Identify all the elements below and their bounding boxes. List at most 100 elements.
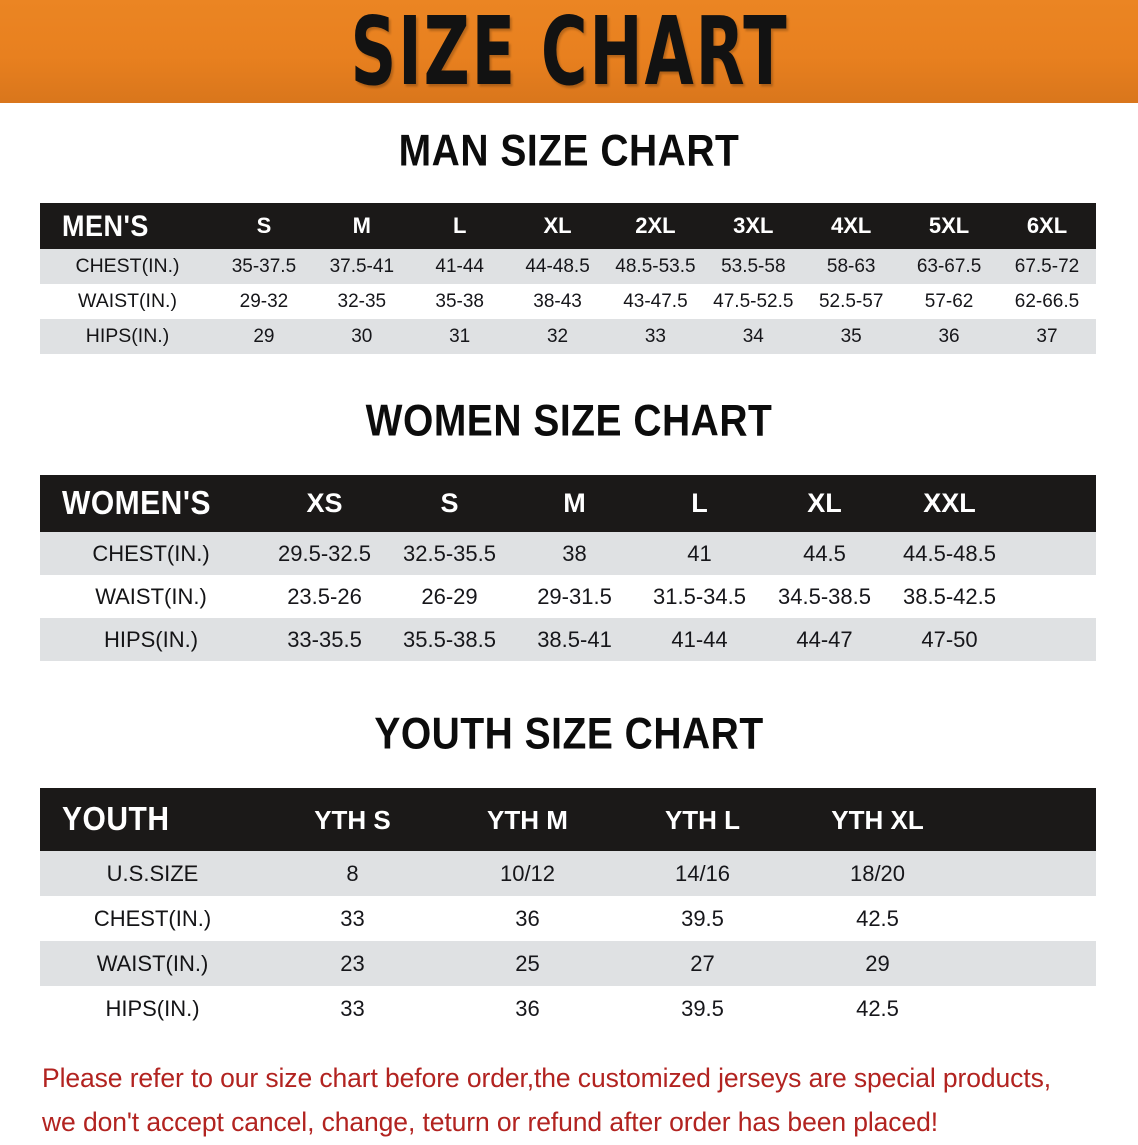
women-cell: 44.5-48.5	[887, 532, 1012, 575]
men-cell: 36	[900, 319, 998, 354]
women-cell: 47-50	[887, 618, 1012, 661]
youth-cell: 23	[265, 941, 440, 986]
youth-cell-spacer	[965, 941, 1096, 986]
men-cell: 35	[802, 319, 901, 354]
women-cell: 32.5-35.5	[387, 532, 512, 575]
youth-cell: 10/12	[440, 851, 615, 896]
youth-cell: 42.5	[790, 986, 965, 1031]
women-cell: 38	[512, 532, 637, 575]
youth-col-header: YTH S	[314, 804, 391, 835]
men-cell: 48.5-53.5	[606, 249, 705, 284]
men-cell: 43-47.5	[606, 284, 705, 319]
table-row: U.S.SIZE 8 10/12 14/16 18/20	[40, 851, 1096, 896]
man-size-chart-title: MAN SIZE CHART	[398, 126, 740, 176]
men-col-header: 2XL	[635, 213, 676, 238]
women-cell-spacer	[1012, 532, 1096, 575]
table-row: WAIST(IN.) 29-32 32-35 35-38 38-43 43-47…	[40, 284, 1096, 319]
men-cell: 63-67.5	[900, 249, 998, 284]
youth-cell: 42.5	[790, 896, 965, 941]
youth-cell: 36	[440, 896, 615, 941]
youth-cell: 36	[440, 986, 615, 1031]
women-corner-label: WOMEN'S	[62, 484, 211, 522]
women-cell: 38.5-42.5	[887, 575, 1012, 618]
youth-cell: 14/16	[615, 851, 790, 896]
youth-cell: 39.5	[615, 986, 790, 1031]
table-row: CHEST(IN.) 33 36 39.5 42.5	[40, 896, 1096, 941]
women-cell: 31.5-34.5	[637, 575, 762, 618]
men-row-label: WAIST(IN.)	[40, 284, 215, 319]
man-size-table: MEN'S S M L XL 2XL 3XL 4XL 5XL 6XL CHEST…	[40, 203, 1096, 354]
women-header-spacer	[1012, 475, 1096, 532]
men-cell: 41-44	[410, 249, 509, 284]
table-row: HIPS(IN.) 29 30 31 32 33 34 35 36 37	[40, 319, 1096, 354]
youth-col-header: YTH L	[664, 804, 741, 835]
table-row: HIPS(IN.) 33-35.5 35.5-38.5 38.5-41 41-4…	[40, 618, 1096, 661]
men-cell: 35-37.5	[215, 249, 313, 284]
women-cell: 26-29	[387, 575, 512, 618]
youth-cell: 25	[440, 941, 615, 986]
men-cell: 30	[312, 319, 411, 354]
youth-header-spacer	[965, 788, 1096, 851]
youth-corner-label: YOUTH	[62, 800, 170, 838]
youth-row-label: U.S.SIZE	[40, 851, 265, 896]
men-col-header: 4XL	[831, 213, 872, 238]
men-cell: 38-43	[508, 284, 607, 319]
youth-cell-spacer	[965, 851, 1096, 896]
men-row-label: HIPS(IN.)	[40, 319, 215, 354]
women-row-label: CHEST(IN.)	[40, 532, 262, 575]
youth-row-label: WAIST(IN.)	[40, 941, 265, 986]
disclaimer-line-2: we don't accept cancel, change, teturn o…	[42, 1106, 938, 1137]
women-col-header: XS	[306, 488, 343, 518]
women-col-header: S	[440, 488, 459, 518]
youth-cell: 18/20	[790, 851, 965, 896]
youth-cell: 33	[265, 896, 440, 941]
women-cell: 29-31.5	[512, 575, 637, 618]
men-cell: 31	[410, 319, 509, 354]
youth-size-table: YOUTH YTH S YTH M YTH L YTH XL U.S.SIZE …	[40, 788, 1096, 1031]
women-row-label: HIPS(IN.)	[40, 618, 262, 661]
youth-cell: 27	[615, 941, 790, 986]
table-row: CHEST(IN.) 29.5-32.5 32.5-35.5 38 41 44.…	[40, 532, 1096, 575]
men-col-header: 6XL	[1026, 213, 1068, 238]
men-cell: 32	[508, 319, 607, 354]
table-row: CHEST(IN.) 35-37.5 37.5-41 41-44 44-48.5…	[40, 249, 1096, 284]
men-cell: 62-66.5	[998, 284, 1096, 319]
page-banner: SIZE CHART	[0, 0, 1138, 103]
men-col-header: XL	[543, 213, 572, 238]
men-cell: 57-62	[900, 284, 998, 319]
men-cell: 32-35	[312, 284, 411, 319]
women-cell-spacer	[1012, 575, 1096, 618]
men-cell: 37.5-41	[312, 249, 411, 284]
men-cell: 37	[998, 319, 1096, 354]
table-row: WAIST(IN.) 23 25 27 29	[40, 941, 1096, 986]
men-cell: 52.5-57	[802, 284, 901, 319]
men-row-label: CHEST(IN.)	[40, 249, 215, 284]
youth-cell: 8	[265, 851, 440, 896]
women-cell: 38.5-41	[512, 618, 637, 661]
women-cell: 41-44	[637, 618, 762, 661]
women-cell: 35.5-38.5	[387, 618, 512, 661]
youth-row-label: HIPS(IN.)	[40, 986, 265, 1031]
disclaimer-text: Please refer to our size chart before or…	[0, 1057, 1138, 1145]
women-col-header: M	[563, 488, 586, 518]
men-cell: 34	[704, 319, 803, 354]
women-size-table: WOMEN'S XS S M L XL XXL CHEST(IN.) 29.5-…	[40, 475, 1096, 661]
women-col-header: XXL	[923, 488, 976, 518]
table-row: HIPS(IN.) 33 36 39.5 42.5	[40, 986, 1096, 1031]
men-cell: 33	[606, 319, 705, 354]
men-cell: 47.5-52.5	[704, 284, 803, 319]
women-row-label: WAIST(IN.)	[40, 575, 262, 618]
women-cell: 41	[637, 532, 762, 575]
youth-cell: 39.5	[615, 896, 790, 941]
men-cell: 44-48.5	[508, 249, 607, 284]
women-col-header: L	[691, 488, 708, 518]
table-header-row: MEN'S S M L XL 2XL 3XL 4XL 5XL 6XL	[40, 203, 1096, 249]
men-cell: 35-38	[410, 284, 509, 319]
men-cell: 58-63	[802, 249, 901, 284]
banner-title: SIZE CHART	[349, 0, 788, 107]
women-cell: 29.5-32.5	[262, 532, 387, 575]
youth-cell: 33	[265, 986, 440, 1031]
men-col-header: 3XL	[733, 213, 774, 238]
youth-row-label: CHEST(IN.)	[40, 896, 265, 941]
youth-col-header: YTH M	[487, 804, 568, 835]
